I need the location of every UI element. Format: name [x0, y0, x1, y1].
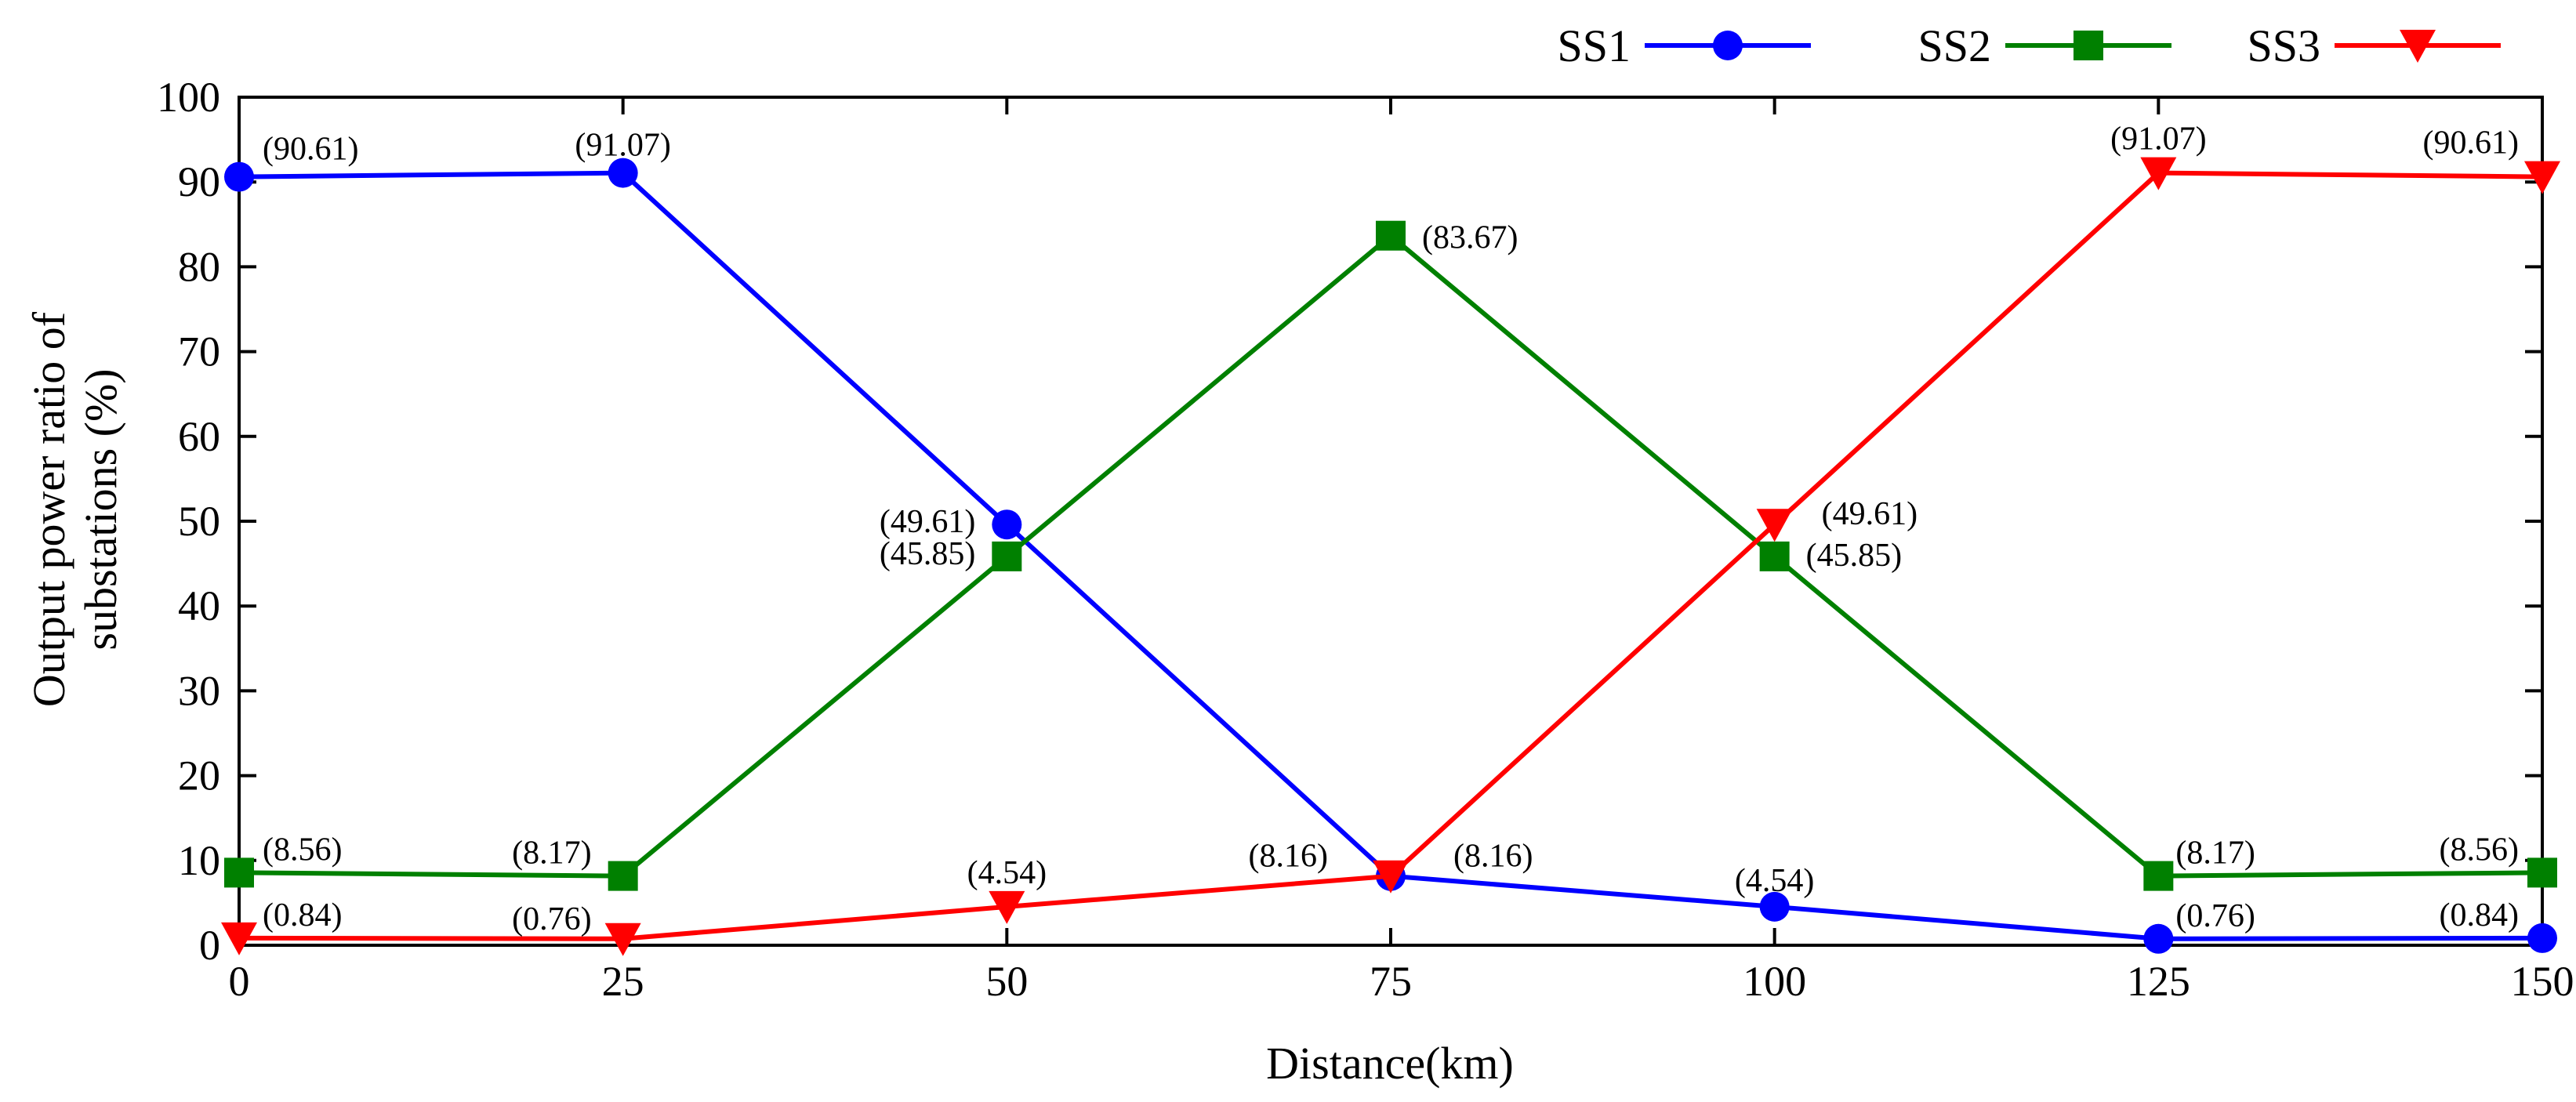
ss3-point [1756, 509, 1793, 542]
ss3-point [2140, 157, 2177, 190]
ss1-point [2143, 923, 2174, 954]
ss1-data-label: (49.61) [880, 504, 975, 540]
y-tick-label: 70 [178, 328, 220, 375]
ss3-data-label: (90.61) [2423, 125, 2519, 161]
ss3-point [1373, 860, 1409, 894]
ss2-data-label: (83.67) [1422, 220, 1518, 256]
ss3-data-label: (0.76) [512, 901, 591, 937]
ss3-point [221, 922, 257, 955]
ss3-data-label: (49.61) [1822, 496, 1917, 532]
ss2-point [2143, 861, 2174, 891]
x-tick-label: 125 [2127, 958, 2190, 1005]
ss3-data-label: (91.07) [2110, 121, 2206, 158]
x-tick-label: 100 [1743, 958, 1806, 1005]
ss1-legend-label: SS1 [1557, 20, 1631, 71]
ss2-point [1376, 220, 1406, 251]
ss2-point [2527, 857, 2557, 888]
ss2-legend-marker [2073, 31, 2103, 60]
ss1-legend-marker [1713, 31, 1743, 60]
ss2-data-label: (45.85) [880, 536, 975, 572]
x-tick-label: 75 [1370, 958, 1412, 1005]
ss1-data-label: (0.76) [2175, 898, 2255, 934]
ss1-data-label: (91.07) [575, 128, 670, 164]
x-tick-label: 50 [985, 958, 1028, 1005]
ss2-data-label: (8.56) [263, 832, 342, 868]
x-tick-label: 150 [2511, 958, 2574, 1005]
ss3-point [2524, 161, 2560, 194]
ss3-legend-label: SS3 [2247, 20, 2320, 71]
ss2-data-label: (8.17) [2175, 836, 2255, 872]
ss1-point [224, 161, 254, 192]
ss1-data-label: (8.16) [1249, 839, 1328, 875]
ss2-point [992, 541, 1022, 571]
ss1-data-label: (90.61) [263, 132, 358, 168]
ss3-point [989, 890, 1025, 924]
series-layer [221, 157, 2560, 956]
x-tick-label: 0 [229, 958, 250, 1005]
y-tick-label: 80 [178, 243, 220, 290]
y-axis-title-line-1: Output power ratio of [24, 311, 74, 707]
ss1-point [1759, 891, 1790, 922]
ss1-point [2527, 923, 2557, 953]
ss1-data-label: (4.54) [1735, 863, 1814, 899]
ss1-data-label: (0.84) [2440, 897, 2519, 933]
y-tick-label: 100 [157, 74, 220, 121]
y-tick-label: 60 [178, 413, 220, 460]
y-tick-label: 90 [178, 158, 220, 205]
ss2-data-label: (8.17) [512, 836, 591, 872]
ss2-data-label: (45.85) [1806, 538, 1902, 574]
ss2-point [608, 861, 638, 891]
ss3-data-label: (8.16) [1453, 839, 1533, 875]
data-labels: (90.61) (91.07) (49.61) (8.16) (4.54) (0.76) (… [263, 121, 2519, 937]
y-tick-label: 50 [178, 498, 220, 545]
ss1-point [608, 158, 638, 188]
ss2-point [224, 857, 254, 888]
y-tick-label: 0 [199, 922, 220, 969]
ss2-data-label: (8.56) [2440, 832, 2519, 868]
legend: SS1 SS2 SS3 [1557, 20, 2501, 71]
ss3-legend-marker [2400, 30, 2436, 63]
axes: 0 10 20 30 40 50 60 70 80 90 100 0 25 50 75 100 125 150 [157, 74, 2574, 1005]
ss3-data-label: (4.54) [967, 855, 1047, 891]
y-tick-label: 20 [178, 752, 220, 799]
ss3-point [604, 923, 641, 956]
y-axis-title-line-2: substations (%) [75, 368, 126, 650]
ss3-data-label: (0.84) [263, 897, 342, 933]
y-tick-label: 10 [178, 837, 220, 884]
ss2-point [1759, 541, 1790, 571]
y-tick-label: 40 [178, 582, 220, 629]
x-axis-title: Distance(km) [1266, 1038, 1514, 1089]
ss2-legend-label: SS2 [1917, 20, 1991, 71]
x-tick-label: 25 [602, 958, 644, 1005]
y-tick-label: 30 [178, 667, 220, 714]
ss1-point [992, 509, 1022, 540]
